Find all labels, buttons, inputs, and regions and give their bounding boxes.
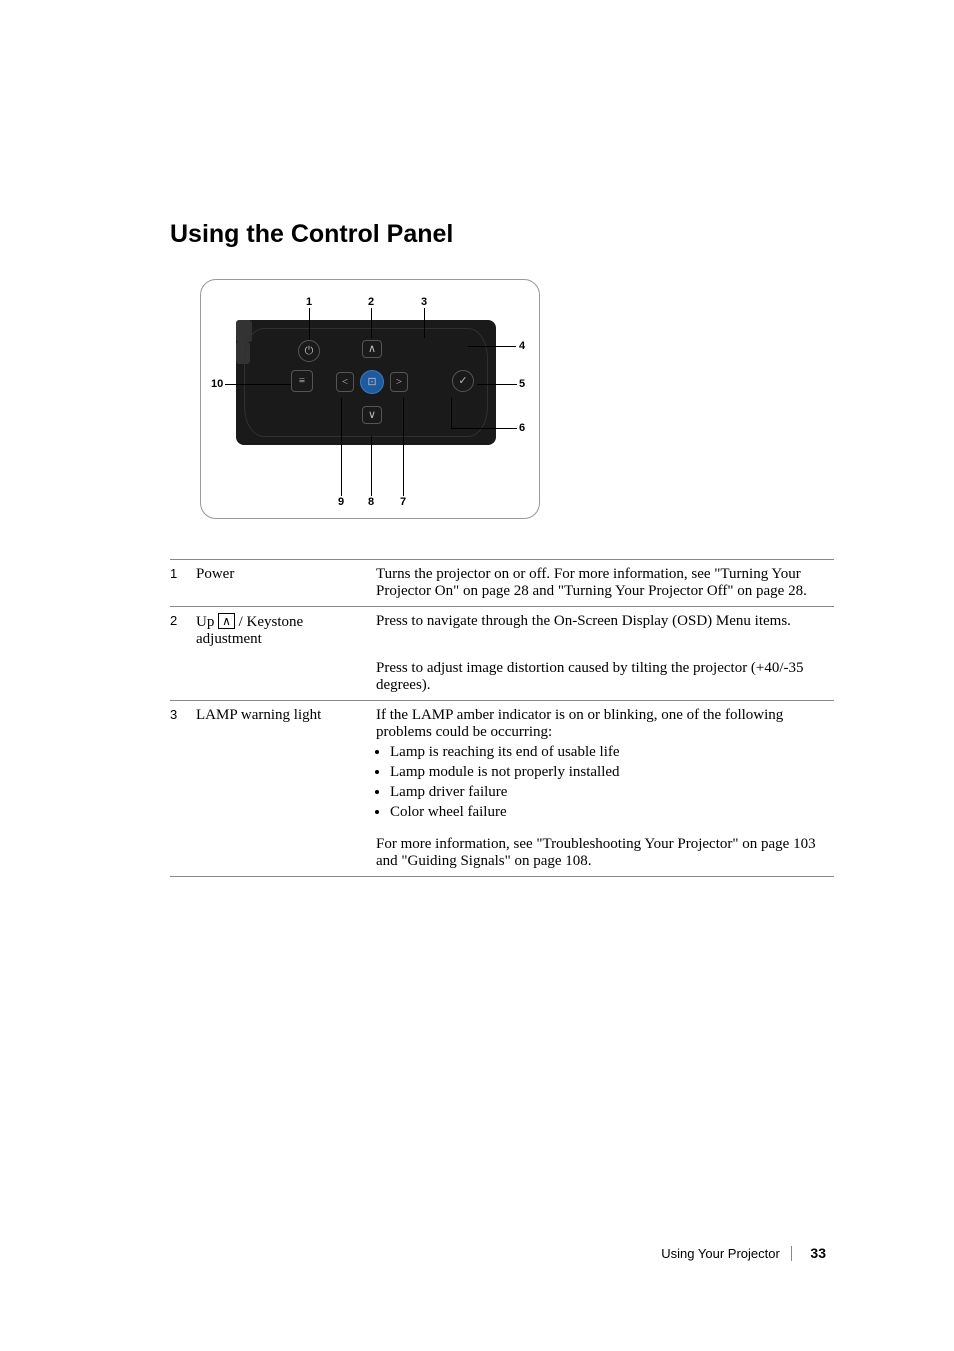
callout-5: 5 — [519, 378, 525, 390]
device-panel: ⏻ ∧ ∨ < > ⊡ ✓ ≡ — [236, 320, 496, 445]
row-num-empty — [170, 830, 196, 877]
right-icon: > — [390, 372, 408, 392]
lead-6 — [451, 428, 517, 429]
list-item: Color wheel failure — [390, 804, 828, 821]
row-desc: If the LAMP amber indicator is on or bli… — [376, 701, 834, 831]
row-label-empty — [196, 654, 376, 701]
left-icon: < — [336, 372, 354, 392]
lead-6b — [451, 398, 452, 428]
lead-4 — [468, 346, 516, 347]
row-desc: Press to adjust image distortion caused … — [376, 654, 834, 701]
row-label: Power — [196, 560, 376, 607]
callout-1: 1 — [306, 296, 312, 308]
lead-3 — [424, 308, 425, 338]
row-label: Up ∧ / Keystone adjustment — [196, 607, 376, 655]
row-num: 2 — [170, 607, 196, 655]
lamp-icon — [236, 320, 252, 342]
lead-10 — [225, 384, 291, 385]
up-arrow-icon: ∧ — [218, 613, 235, 629]
list-item: Lamp module is not properly installed — [390, 764, 828, 781]
control-panel-figure: ⏻ ∧ ∨ < > ⊡ ✓ ≡ 1 2 3 4 5 6 7 8 9 — [200, 279, 834, 519]
table-row: Press to adjust image distortion caused … — [170, 654, 834, 701]
callout-2: 2 — [368, 296, 374, 308]
table-row: For more information, see "Troubleshooti… — [170, 830, 834, 877]
up-icon: ∧ — [362, 340, 382, 358]
callout-7: 7 — [400, 496, 406, 508]
lead-1 — [309, 308, 310, 340]
row-desc: For more information, see "Troubleshooti… — [376, 830, 834, 877]
lead-5 — [477, 384, 517, 385]
power-icon: ⏻ — [298, 340, 320, 362]
row-desc: Turns the projector on or off. For more … — [376, 560, 834, 607]
row-num: 1 — [170, 560, 196, 607]
center-icon: ⊡ — [360, 370, 384, 394]
enter-icon: ✓ — [452, 370, 474, 392]
list-item: Lamp driver failure — [390, 784, 828, 801]
table-row: 1 Power Turns the projector on or off. F… — [170, 560, 834, 607]
lead-8 — [371, 436, 372, 496]
lead-2 — [371, 308, 372, 338]
page-footer: Using Your Projector 33 — [661, 1245, 826, 1261]
row-label-empty — [196, 830, 376, 877]
callout-9: 9 — [338, 496, 344, 508]
section-heading: Using the Control Panel — [170, 220, 834, 249]
callout-3: 3 — [421, 296, 427, 308]
figure-frame: ⏻ ∧ ∨ < > ⊡ ✓ ≡ 1 2 3 4 5 6 7 8 9 — [200, 279, 540, 519]
down-icon: ∨ — [362, 406, 382, 424]
lead-7 — [403, 398, 404, 496]
callout-8: 8 — [368, 496, 374, 508]
row-label: LAMP warning light — [196, 701, 376, 831]
row-num-empty — [170, 654, 196, 701]
bullet-list: Lamp is reaching its end of usable life … — [376, 744, 828, 821]
footer-divider — [791, 1246, 792, 1261]
definition-table: 1 Power Turns the projector on or off. F… — [170, 559, 834, 877]
callout-10: 10 — [211, 378, 223, 390]
row-num: 3 — [170, 701, 196, 831]
callout-4: 4 — [519, 340, 525, 352]
list-item: Lamp is reaching its end of usable life — [390, 744, 828, 761]
menu-icon: ≡ — [291, 370, 313, 392]
table-row: 2 Up ∧ / Keystone adjustment Press to na… — [170, 607, 834, 655]
label-prefix: Up — [196, 614, 218, 630]
row-desc-intro: If the LAMP amber indicator is on or bli… — [376, 707, 828, 741]
lead-9 — [341, 398, 342, 496]
temp-icon — [236, 342, 250, 364]
callout-6: 6 — [519, 422, 525, 434]
footer-page-number: 33 — [810, 1245, 826, 1261]
footer-section: Using Your Projector — [661, 1246, 780, 1261]
table-row: 3 LAMP warning light If the LAMP amber i… — [170, 701, 834, 831]
row-desc: Press to navigate through the On-Screen … — [376, 607, 834, 655]
